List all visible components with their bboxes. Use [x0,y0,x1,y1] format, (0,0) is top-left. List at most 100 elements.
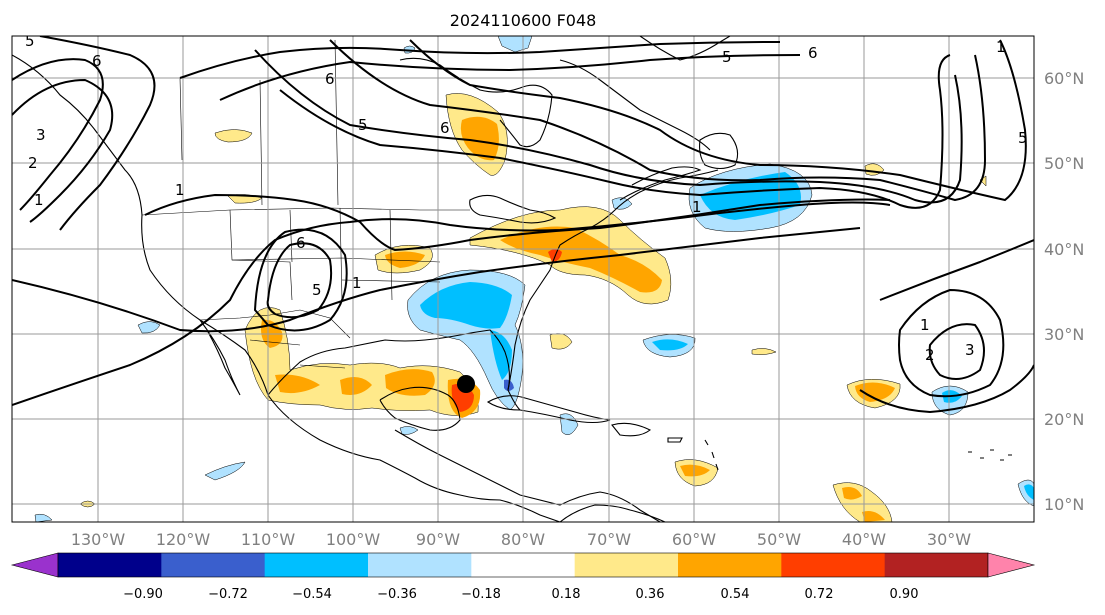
coast-central-america [394,429,661,522]
lon-label: 40°W [842,530,886,549]
coast-lesser-antilles [704,439,719,471]
contour-east-outer [859,364,1034,414]
contour-north-2 [219,54,801,101]
contour-label: 6 [92,52,102,70]
colorbar-cell [884,553,989,577]
lon-label: 80°W [501,530,545,549]
political-borders [141,39,470,369]
shade-orange-ontario [460,116,499,161]
contour-jet-4 [409,39,1027,202]
contour-closed-low-2 [253,228,348,332]
shade-light-blue-pacific1 [137,321,161,334]
contour-label: 2 [925,346,935,364]
map-title: 2024110600 F048 [450,11,597,30]
contour-jet-3 [329,39,987,202]
border-canada-prov [179,39,339,206]
colorbar-tick-label: 0.18 [552,587,581,602]
contour-north-1 [179,41,781,79]
lon-label: 90°W [416,530,460,549]
shade-yellow-55w [751,348,777,355]
coast-cuba [486,395,611,424]
storm-center-marker [457,375,475,393]
contour-west-2 [12,78,114,223]
shade-orange-40w-south2 [862,511,885,522]
contour-label: 1 [175,181,185,199]
colorbar-tick-label: 0.54 [721,587,750,602]
shade-blue-florida [490,330,512,380]
colorbar-tick-label: −0.18 [461,587,501,602]
map-frame [11,35,1035,523]
coast-newfoundland [699,132,739,170]
colorbar: −0.90 −0.72 −0.54 −0.36 −0.18 0.18 0.36 … [10,552,1036,602]
colorbar-cell [678,553,782,577]
contour-label: 5 [722,48,732,66]
coast-yucatan [379,386,461,431]
coast-hispaniola [611,422,652,437]
lon-label: 70°W [587,530,631,549]
colorbar-tick-label: −0.36 [377,587,417,602]
coast-us-east [507,169,719,391]
longitude-labels: 130°W 120°W 110°W 100°W 90°W 80°W 70°W 6… [71,530,971,549]
coast-south-america [559,504,666,522]
shade-light-blue-honduras [399,426,419,435]
border-states-1 [229,209,293,301]
coast-baja [199,319,241,396]
coast-gulf [267,329,521,411]
shade-orange-caribbean [680,464,710,477]
shade-orange-yucatan [385,369,435,396]
contour-west-1 [12,58,104,211]
shade-blue-southeast [420,282,512,329]
colorbar-ticks: −0.90 −0.72 −0.54 −0.36 −0.18 0.18 0.36 … [123,587,918,602]
colorbar-cell [574,553,679,577]
contour-label: 2 [28,154,38,172]
lon-label: 120°W [156,530,211,549]
contour-east-low [898,288,1005,398]
colorbar-cell [471,553,576,577]
latitude-labels: 60°N 50°N 40°N 30°N 20°N 10°N [1044,69,1084,514]
contour-trough-2 [12,201,891,406]
lat-label: 10°N [1044,495,1084,514]
colorbar-cell [58,553,162,577]
contour-trough-1 [12,227,861,333]
colorbar-tick-label: −0.54 [292,587,332,602]
colorbar-cell [781,553,886,577]
contour-label: 6 [296,234,306,252]
shade-blue-60w [652,339,688,351]
lat-label: 50°N [1044,154,1084,173]
colorbar-tick-label: −0.90 [123,587,163,602]
colorbar-tick-label: −0.72 [208,587,248,602]
contour-label: 6 [808,44,818,62]
contour-label: 1 [920,316,930,334]
contour-label: 6 [325,70,335,88]
border-mexico-states [249,339,346,369]
shade-orange-plains [385,251,425,268]
lat-label: 30°N [1044,325,1084,344]
shade-blue-east [1024,484,1034,500]
contour-label: 6 [440,119,450,137]
lat-label: 40°N [1044,240,1084,259]
map-panel: 5 6 2 3 1 6 1 5 6 1 6 5 5 1 1 2 3 6 5 1 [12,36,1034,522]
contour-label: 5 [358,116,368,134]
contour-label: 1 [692,198,702,216]
lon-label: 110°W [241,530,296,549]
shade-orange-40w-south [842,487,862,500]
shade-orange-45w [855,382,895,402]
coast-pacific-northwest [12,54,561,522]
lon-label: 30°W [927,530,971,549]
lon-label: 130°W [71,530,126,549]
contour-jet-1 [279,54,951,209]
colorbar-tick-label: 0.90 [890,587,919,602]
shade-yellow-montana [214,129,253,143]
colorbar-cells [57,552,989,578]
contour-label: 1 [996,38,1006,56]
lon-label: 60°W [672,530,716,549]
shaded-anomalies [34,36,1034,522]
contour-label: 1 [34,191,44,209]
contour-west-3 [39,36,156,231]
contour-label: 5 [312,281,322,299]
contour-label: 1 [352,274,362,292]
contour-label: 3 [36,126,46,144]
contour-label: 3 [965,341,975,359]
colorbar-cell [161,553,266,577]
